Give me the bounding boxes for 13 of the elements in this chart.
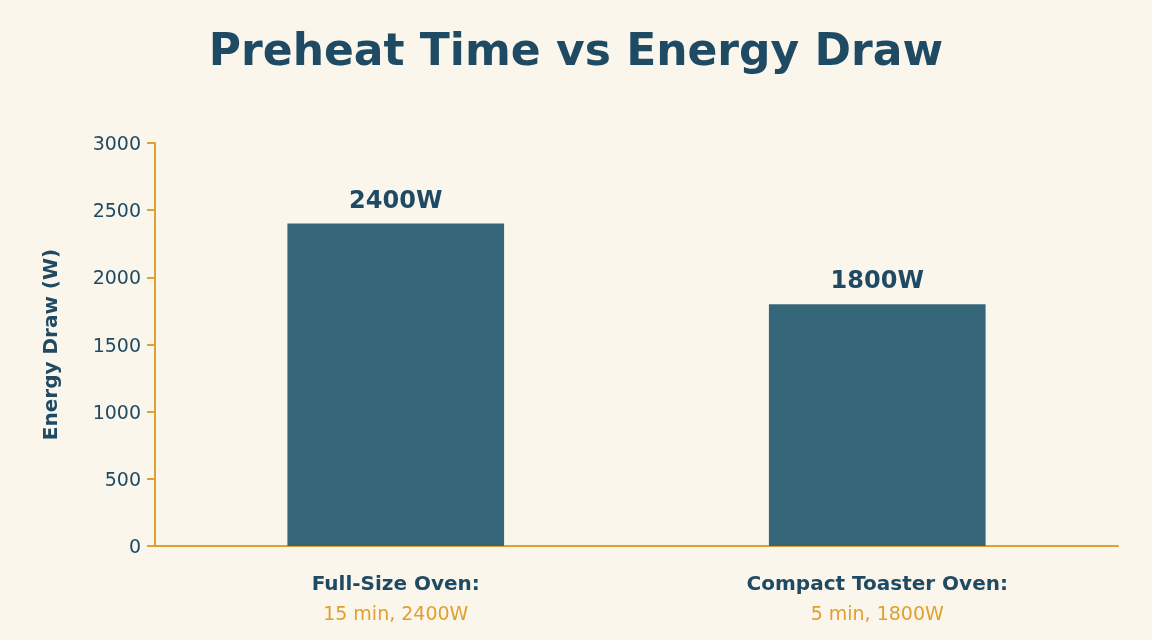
y-tick-label: 1500 [92, 333, 141, 356]
y-tick-label: 1000 [92, 400, 141, 423]
chart-title: Preheat Time vs Energy Draw [208, 23, 944, 75]
x-tick-label: Compact Toaster Oven: 5 min, 1800W [746, 571, 1008, 624]
data-label: 2400W [349, 185, 443, 214]
y-tick-label: 500 [104, 467, 141, 490]
x-tick-label: Full-Size Oven: 15 min, 2400W [311, 571, 480, 624]
y-tick-label: 2000 [92, 266, 141, 289]
y-axis-title: Energy Draw (W) [38, 248, 62, 441]
data-label: 1800W [830, 266, 924, 295]
y-tick-label: 3000 [92, 132, 141, 154]
y-tick-label: 2500 [92, 199, 141, 222]
y-tick-label: 0 [128, 535, 141, 557]
